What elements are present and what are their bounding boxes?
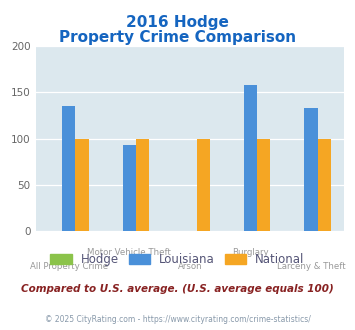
Text: Property Crime Comparison: Property Crime Comparison	[59, 30, 296, 45]
Bar	[123, 145, 136, 231]
Legend: Hodge, Louisiana, National: Hodge, Louisiana, National	[46, 248, 309, 271]
Text: Motor Vehicle Theft: Motor Vehicle Theft	[87, 248, 171, 257]
Text: Burglary: Burglary	[232, 248, 269, 257]
Text: 2016 Hodge: 2016 Hodge	[126, 15, 229, 30]
Text: © 2025 CityRating.com - https://www.cityrating.com/crime-statistics/: © 2025 CityRating.com - https://www.city…	[45, 315, 310, 324]
Text: Compared to U.S. average. (U.S. average equals 100): Compared to U.S. average. (U.S. average …	[21, 284, 334, 294]
Bar	[136, 139, 149, 231]
Text: Arson: Arson	[178, 262, 202, 271]
Bar	[318, 139, 331, 231]
Bar	[257, 139, 271, 231]
Bar	[62, 106, 76, 231]
Bar	[76, 139, 89, 231]
Bar	[244, 85, 257, 231]
Text: Larceny & Theft: Larceny & Theft	[277, 262, 345, 271]
Text: All Property Crime: All Property Crime	[30, 262, 108, 271]
Bar	[304, 108, 318, 231]
Bar	[197, 139, 210, 231]
